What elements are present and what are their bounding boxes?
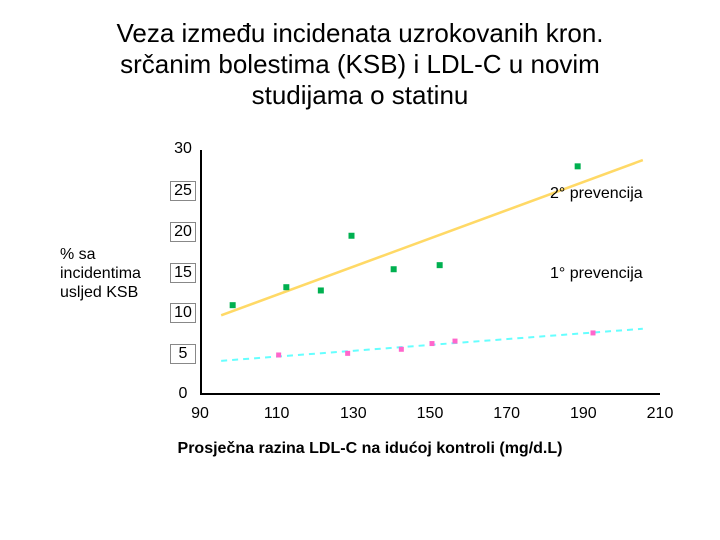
data-point [575, 163, 581, 169]
title-line: studijama o statinu [40, 80, 680, 111]
x-tick-label: 210 [647, 405, 674, 423]
x-axis-label: Prosječna razina LDL-C na idućoj kontrol… [60, 440, 680, 458]
x-tick-label: 190 [570, 405, 597, 423]
data-point [345, 351, 350, 356]
y-axis-label: % sa incidentima usljed KSB [60, 245, 170, 303]
y-tick-label: 15 [170, 263, 196, 283]
data-point [276, 352, 281, 357]
y-tick-label: 20 [170, 222, 196, 242]
data-point [591, 330, 596, 335]
y-tick-label: 5 [170, 344, 196, 364]
data-point [453, 339, 458, 344]
x-tick-label: 90 [191, 405, 209, 423]
y-tick-label: 10 [170, 303, 196, 323]
data-point [230, 302, 236, 308]
x-tick-label: 110 [264, 405, 290, 423]
title-line: Veza između incidenata uzrokovanih kron. [40, 18, 680, 49]
data-point [349, 233, 355, 239]
x-tick-label: 170 [493, 405, 520, 423]
legend-item: 1° prevencija [550, 265, 643, 283]
data-point [318, 287, 324, 293]
x-tick-label: 150 [417, 405, 444, 423]
data-point [391, 266, 397, 272]
chart-title: Veza između incidenata uzrokovanih kron.… [0, 0, 720, 112]
title-line: srčanim bolestima (KSB) i LDL-C u novim [40, 49, 680, 80]
y-tick-label: 30 [170, 140, 196, 158]
data-point [437, 262, 443, 268]
legend-item: 2° prevencija [550, 185, 643, 203]
trend-line [221, 160, 643, 315]
x-tick-label: 130 [340, 405, 367, 423]
y-tick-label: 0 [170, 385, 196, 403]
chart-area: % sa incidentima usljed KSB 051015202530… [60, 150, 680, 500]
y-tick-label: 25 [170, 181, 196, 201]
data-point [283, 284, 289, 290]
data-point [430, 341, 435, 346]
data-point [399, 347, 404, 352]
